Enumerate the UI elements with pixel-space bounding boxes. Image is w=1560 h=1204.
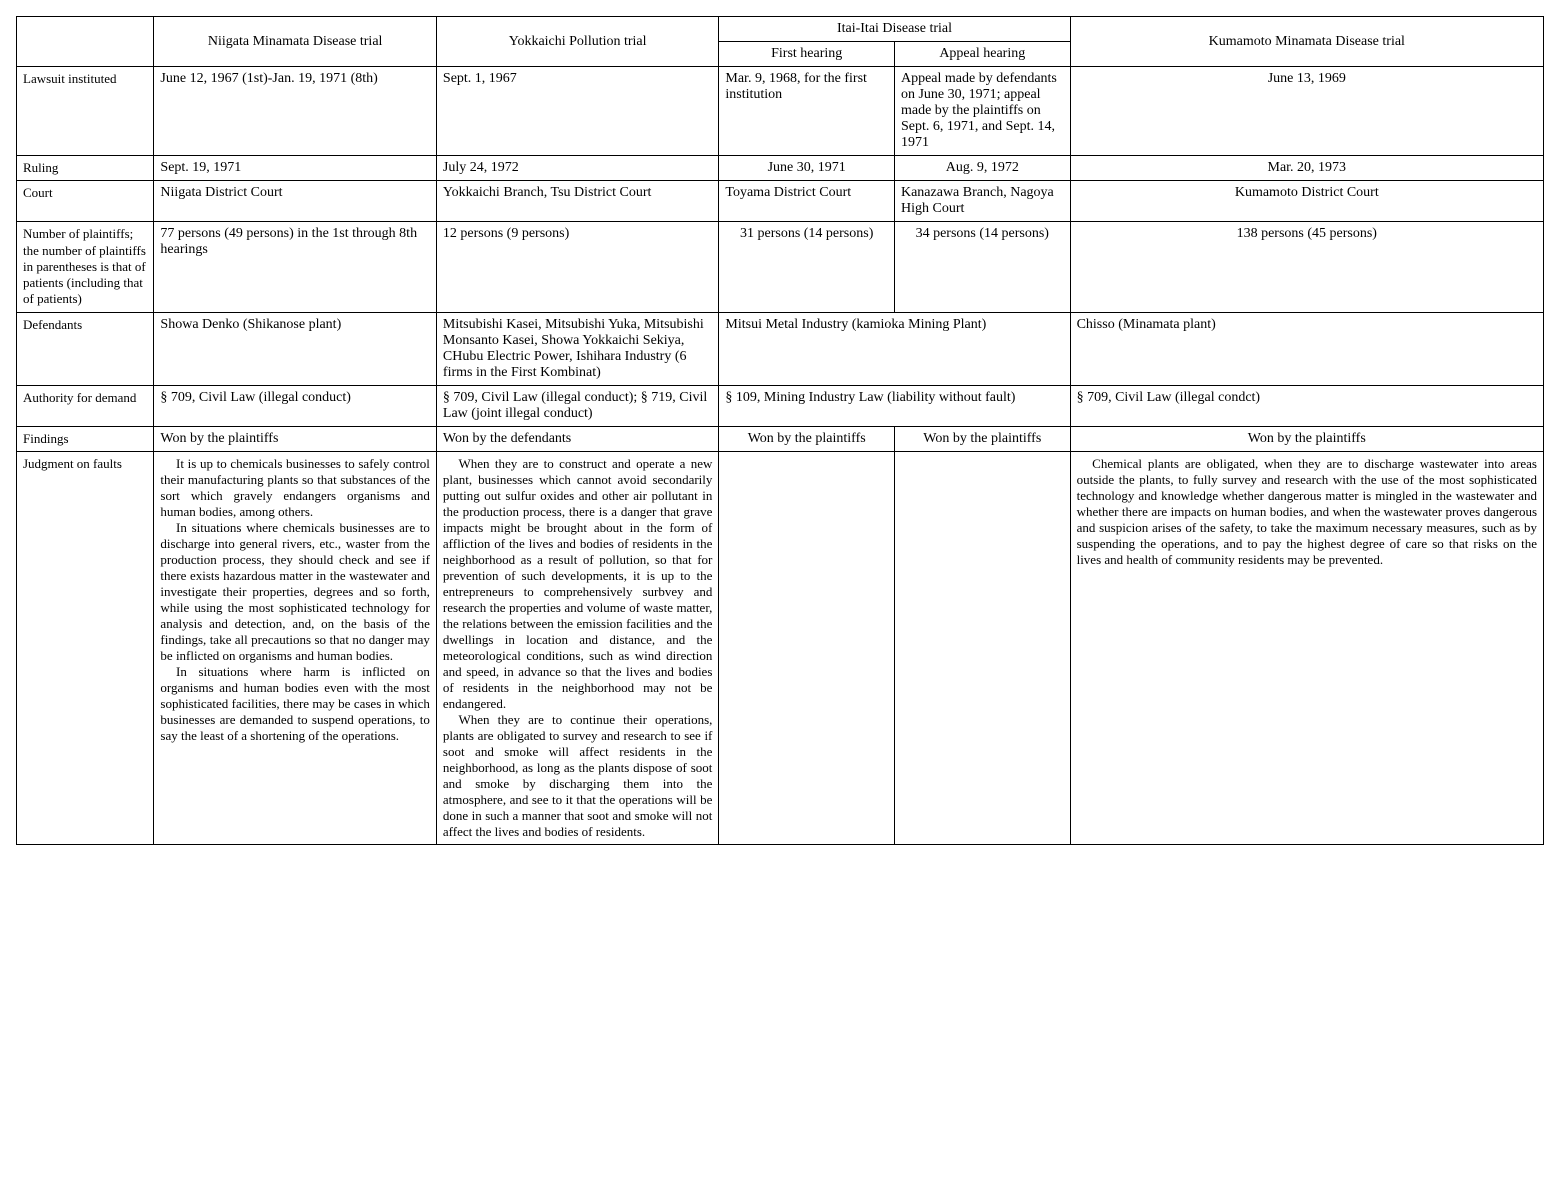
header-kumamoto: Kumamoto Minamata Disease trial	[1070, 17, 1543, 67]
court-itai-first: Toyama District Court	[719, 181, 895, 222]
findings-itai-first: Won by the plaintiffs	[719, 426, 895, 451]
label-defendants: Defendants	[17, 312, 154, 385]
judgment-kumamoto: Chemical plants are obligated, when they…	[1070, 451, 1543, 844]
ruling-niigata: Sept. 19, 1971	[154, 156, 436, 181]
ruling-yokkaichi: July 24, 1972	[436, 156, 718, 181]
row-findings: Findings Won by the plaintiffs Won by th…	[17, 426, 1544, 451]
judgment-niigata-p1: It is up to chemicals businesses to safe…	[160, 456, 429, 520]
ruling-itai-first: June 30, 1971	[719, 156, 895, 181]
judgment-kumamoto-p1: Chemical plants are obligated, when they…	[1077, 456, 1537, 568]
findings-yokkaichi: Won by the defendants	[436, 426, 718, 451]
lawsuit-yokkaichi: Sept. 1, 1967	[436, 67, 718, 156]
defendants-niigata: Showa Denko (Shikanose plant)	[154, 312, 436, 385]
judgment-niigata-p2: In situations where chemicals businesses…	[160, 520, 429, 664]
row-plaintiffs: Number of plaintiffs; the number of plai…	[17, 222, 1544, 312]
findings-itai-appeal: Won by the plaintiffs	[894, 426, 1070, 451]
judgment-yokkaichi: When they are to construct and operate a…	[436, 451, 718, 844]
judgment-yokkaichi-p1: When they are to construct and operate a…	[443, 456, 712, 712]
judgment-niigata-p3: In situations where harm is inflicted on…	[160, 664, 429, 744]
ruling-kumamoto: Mar. 20, 1973	[1070, 156, 1543, 181]
plaintiffs-yokkaichi: 12 persons (9 persons)	[436, 222, 718, 312]
label-judgment: Judgment on faults	[17, 451, 154, 844]
row-ruling: Ruling Sept. 19, 1971 July 24, 1972 June…	[17, 156, 1544, 181]
header-itai-appeal: Appeal hearing	[894, 42, 1070, 67]
authority-itai: § 109, Mining Industry Law (liability wi…	[719, 385, 1070, 426]
label-plaintiffs: Number of plaintiffs; the number of plai…	[17, 222, 154, 312]
pollution-trials-table: Niigata Minamata Disease trial Yokkaichi…	[16, 16, 1544, 845]
authority-kumamoto: § 709, Civil Law (illegal condct)	[1070, 385, 1543, 426]
lawsuit-niigata: June 12, 1967 (1st)-Jan. 19, 1971 (8th)	[154, 67, 436, 156]
label-ruling: Ruling	[17, 156, 154, 181]
row-authority: Authority for demand § 709, Civil Law (i…	[17, 385, 1544, 426]
ruling-itai-appeal: Aug. 9, 1972	[894, 156, 1070, 181]
plaintiffs-itai-appeal: 34 persons (14 persons)	[894, 222, 1070, 312]
court-itai-appeal: Kanazawa Branch, Nagoya High Court	[894, 181, 1070, 222]
judgment-itai-appeal	[894, 451, 1070, 844]
defendants-yokkaichi: Mitsubishi Kasei, Mitsubishi Yuka, Mitsu…	[436, 312, 718, 385]
row-judgment: Judgment on faults It is up to chemicals…	[17, 451, 1544, 844]
label-findings: Findings	[17, 426, 154, 451]
lawsuit-kumamoto: June 13, 1969	[1070, 67, 1543, 156]
judgment-niigata: It is up to chemicals businesses to safe…	[154, 451, 436, 844]
label-authority: Authority for demand	[17, 385, 154, 426]
header-itai-first: First hearing	[719, 42, 895, 67]
row-court: Court Niigata District Court Yokkaichi B…	[17, 181, 1544, 222]
findings-niigata: Won by the plaintiffs	[154, 426, 436, 451]
plaintiffs-niigata: 77 persons (49 persons) in the 1st throu…	[154, 222, 436, 312]
label-lawsuit: Lawsuit instituted	[17, 67, 154, 156]
plaintiffs-kumamoto: 138 persons (45 persons)	[1070, 222, 1543, 312]
lawsuit-itai-first: Mar. 9, 1968, for the first institution	[719, 67, 895, 156]
header-itai: Itai-Itai Disease trial	[719, 17, 1070, 42]
header-blank	[17, 17, 154, 67]
row-defendants: Defendants Showa Denko (Shikanose plant)…	[17, 312, 1544, 385]
court-kumamoto: Kumamoto District Court	[1070, 181, 1543, 222]
defendants-itai: Mitsui Metal Industry (kamioka Mining Pl…	[719, 312, 1070, 385]
defendants-kumamoto: Chisso (Minamata plant)	[1070, 312, 1543, 385]
findings-kumamoto: Won by the plaintiffs	[1070, 426, 1543, 451]
row-lawsuit: Lawsuit instituted June 12, 1967 (1st)-J…	[17, 67, 1544, 156]
authority-niigata: § 709, Civil Law (illegal conduct)	[154, 385, 436, 426]
judgment-yokkaichi-p2: When they are to continue their operatio…	[443, 712, 712, 840]
judgment-itai-first	[719, 451, 895, 844]
court-niigata: Niigata District Court	[154, 181, 436, 222]
lawsuit-itai-appeal: Appeal made by defendants on June 30, 19…	[894, 67, 1070, 156]
label-court: Court	[17, 181, 154, 222]
authority-yokkaichi: § 709, Civil Law (illegal conduct); § 71…	[436, 385, 718, 426]
plaintiffs-itai-first: 31 persons (14 persons)	[719, 222, 895, 312]
header-niigata: Niigata Minamata Disease trial	[154, 17, 436, 67]
header-yokkaichi: Yokkaichi Pollution trial	[436, 17, 718, 67]
court-yokkaichi: Yokkaichi Branch, Tsu District Court	[436, 181, 718, 222]
